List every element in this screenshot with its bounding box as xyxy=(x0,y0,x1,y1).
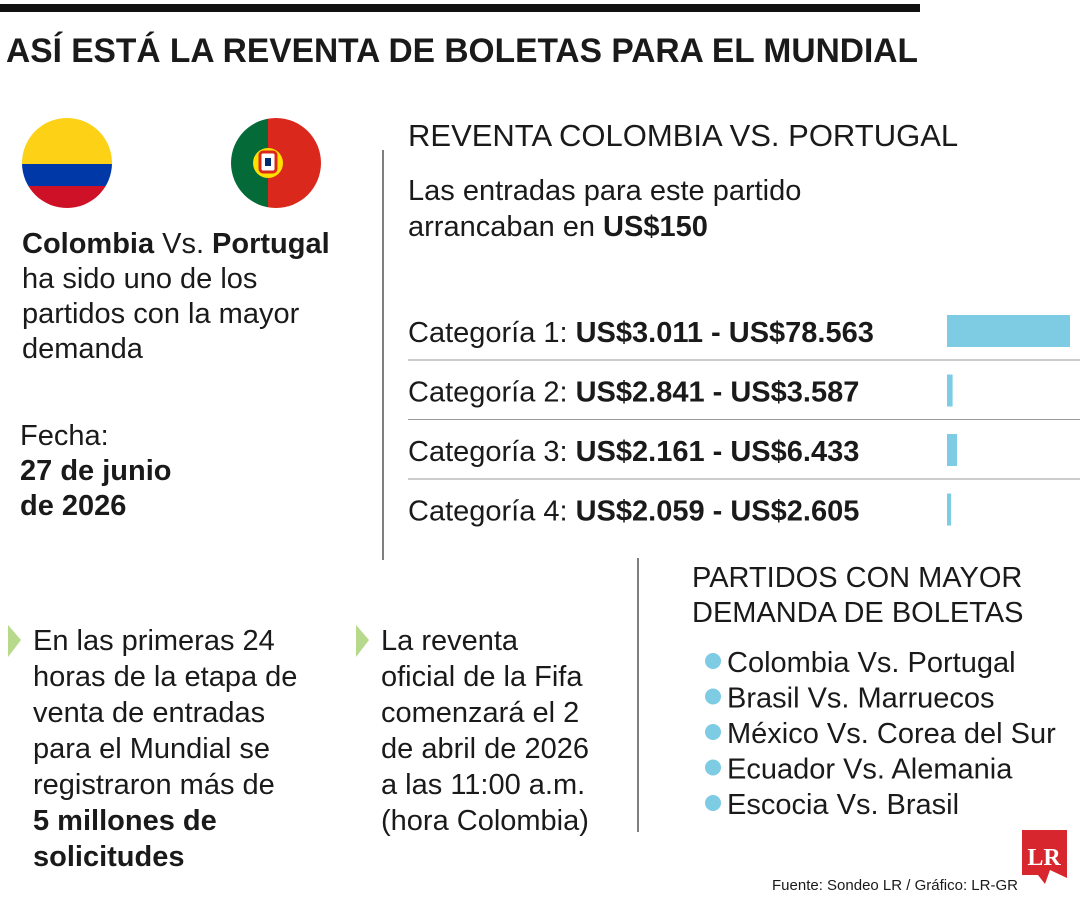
row: Categoría 1: US$3.011 - US$78.563 xyxy=(408,317,874,349)
arrow xyxy=(8,625,21,657)
resale-title: REVENTA COLOMBIA VS. PORTUGAL xyxy=(408,118,958,153)
note-bold: 5 millones de xyxy=(33,805,217,837)
flag-portugal xyxy=(231,118,321,208)
matches-title: DEMANDA DE BOLETAS xyxy=(692,597,1023,629)
note-text: oficial de la Fifa xyxy=(381,661,583,693)
row: Categoría 3: US$2.161 - US$6.433 xyxy=(408,436,859,468)
note-text: comenzará el 2 xyxy=(381,697,579,729)
bullet xyxy=(705,653,721,669)
row-label: Categoría 1: xyxy=(408,317,568,349)
resale-intro: arrancaban en US$150 xyxy=(408,211,708,243)
note-bold: solicitudes xyxy=(33,841,185,873)
row-label: Categoría 3: xyxy=(408,436,568,468)
bullet xyxy=(705,724,721,740)
match-item: Brasil Vs. Marruecos xyxy=(727,683,995,715)
vs: Vs. xyxy=(162,228,204,260)
match-text: ha sido uno de los xyxy=(22,263,257,295)
logo: LR xyxy=(1022,830,1067,884)
note-text: de abril de 2026 xyxy=(381,733,589,765)
row-range: US$2.841 - US$3.587 xyxy=(576,377,860,409)
logo-text: LR xyxy=(1027,845,1061,871)
source: Fuente: Sondeo LR / Gráfico: LR-GR xyxy=(772,877,1018,894)
match-text: demanda xyxy=(22,333,144,365)
matches-title: PARTIDOS CON MAYOR xyxy=(692,562,1022,594)
match-headline: Colombia Vs. Portugal xyxy=(22,228,330,260)
bullet xyxy=(705,759,721,776)
team: Portugal xyxy=(212,228,330,260)
match-item: Colombia Vs. Portugal xyxy=(727,647,1016,679)
price-bar xyxy=(947,374,953,407)
note-text: En las primeras 24 xyxy=(33,625,275,657)
intro-text: arrancaban en xyxy=(408,211,595,243)
row-label: Categoría 2: xyxy=(408,377,568,409)
price-bar xyxy=(947,434,958,466)
row-range: US$2.161 - US$6.433 xyxy=(576,436,860,468)
intro-price: US$150 xyxy=(603,211,708,243)
top-rule xyxy=(0,4,920,12)
row: Categoría 2: US$2.841 - US$3.587 xyxy=(408,377,859,409)
match-item: México Vs. Corea del Sur xyxy=(727,718,1056,750)
match-text: partidos con la mayor xyxy=(22,298,300,330)
note-text: registraron más de xyxy=(33,769,275,801)
row-range: US$3.011 - US$78.563 xyxy=(576,317,874,349)
note-text: (hora Colombia) xyxy=(381,805,589,837)
note-text: para el Mundial se xyxy=(33,733,270,765)
date-label: Fecha: xyxy=(20,420,109,452)
match-item: Ecuador Vs. Alemania xyxy=(727,754,1013,786)
row-range: US$2.059 - US$2.605 xyxy=(576,496,860,528)
note-text: a las 11:00 a.m. xyxy=(381,769,585,801)
date: de 2026 xyxy=(20,490,126,522)
arrow xyxy=(356,625,369,657)
note-text: La reventa xyxy=(381,625,519,657)
bullet xyxy=(705,688,721,705)
price-bar xyxy=(947,493,952,526)
flag-colombia xyxy=(22,118,112,208)
row: Categoría 4: US$2.059 - US$2.605 xyxy=(408,496,859,528)
title: ASÍ ESTÁ LA REVENTA DE BOLETAS PARA EL M… xyxy=(6,32,918,70)
date: 27 de junio xyxy=(20,455,171,487)
match-item: Escocia Vs. Brasil xyxy=(727,789,959,821)
bullet xyxy=(705,795,721,811)
resale-intro: Las entradas para este partido xyxy=(408,175,801,207)
row-label: Categoría 4: xyxy=(408,496,568,528)
team: Colombia xyxy=(22,228,155,260)
note-text: horas de la etapa de xyxy=(33,661,297,693)
price-bar xyxy=(947,315,1070,347)
note-text: venta de entradas xyxy=(33,697,265,729)
